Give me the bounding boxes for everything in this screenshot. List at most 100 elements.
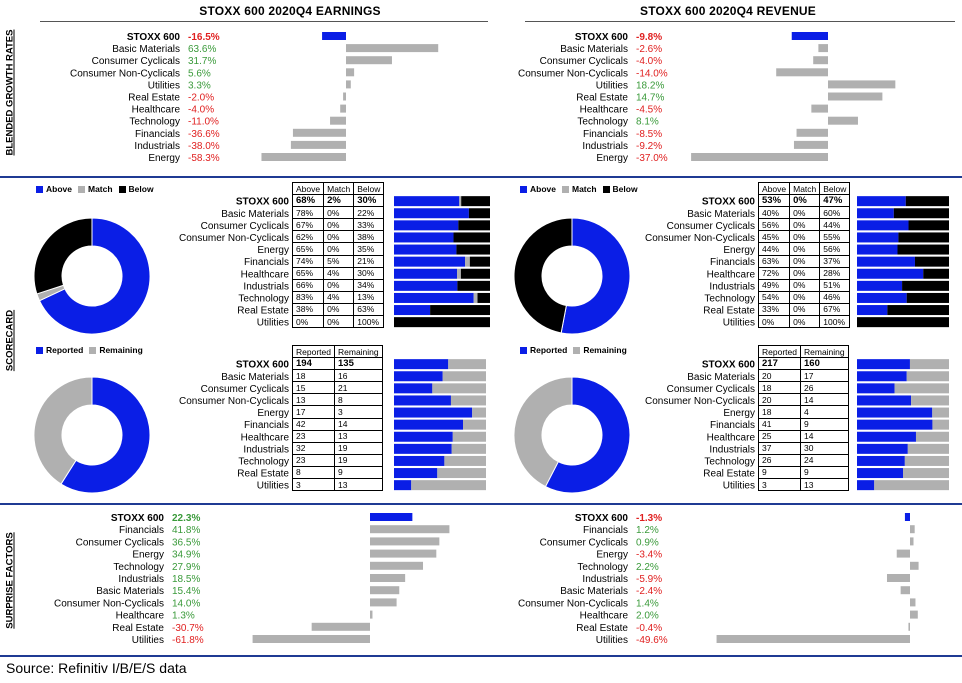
section-divider-1 <box>0 176 962 178</box>
revenue_reported-bar-segment <box>857 419 933 430</box>
earnings_growth-category-label: Energy <box>148 153 180 164</box>
earnings_growth-value-label: 5.6% <box>188 68 211 79</box>
revenue_scorecard-bar-segment <box>857 208 894 219</box>
revenue_growth-bar <box>828 116 858 125</box>
revenue-title-rule <box>525 21 955 22</box>
earnings_scorecard-bar-segment <box>465 256 470 267</box>
earnings_reported-bar-segment <box>432 383 486 394</box>
earnings_reported-bar-segment <box>394 468 438 479</box>
table-cell: 9 <box>800 465 849 480</box>
earnings_scorecard-row-label: Consumer Non-Cyclicals <box>179 233 289 244</box>
earnings_reported-bar-segment <box>394 431 453 442</box>
earnings_scorecard-row-label: Real Estate <box>237 306 289 317</box>
earnings_growth-bar <box>322 32 346 40</box>
table-cell: 100% <box>819 315 851 329</box>
revenue_surprise-value-label: 2.2% <box>636 562 659 573</box>
table-header: Above Match Below <box>291 181 385 196</box>
earnings_surprise-bar <box>370 549 437 558</box>
earnings_growth-value-label: 63.6% <box>188 44 216 55</box>
table-row: 45% 0% 55% <box>757 230 851 244</box>
revenue_reported-row-label: Consumer Non-Cyclicals <box>645 396 755 407</box>
earnings_growth-category-label: Real Estate <box>128 93 180 104</box>
earnings_growth-value-label: -11.0% <box>188 117 219 128</box>
revenue-title: STOXX 600 2020Q4 REVENUE <box>640 4 816 18</box>
revenue_reported-bar-segment <box>857 407 933 418</box>
revenue_growth-bar <box>791 32 828 40</box>
earnings_growth-category-label: Financials <box>135 129 180 140</box>
table-row: 62% 0% 38% <box>291 230 385 244</box>
revenue_surprise-bar <box>908 622 910 631</box>
revenue_scorecard-bar-segment <box>857 220 909 231</box>
table-row: 3 13 <box>292 478 383 492</box>
table-cell: 0% <box>789 315 821 329</box>
legend-swatch <box>520 347 527 355</box>
earnings_surprise-category-label: Energy <box>132 550 164 561</box>
legend-item-below: Below <box>118 184 154 194</box>
section-divider-2 <box>0 503 962 505</box>
revenue_reported-bar-segment <box>903 468 949 479</box>
revenue_scorecard-row-label: Healthcare <box>707 269 756 280</box>
earnings_growth-bar <box>290 140 346 149</box>
revenue_reported-bar-segment <box>857 431 916 442</box>
table-cell: 160 <box>800 357 849 371</box>
legend-item-reported: Reported <box>520 345 567 355</box>
earnings_surprise-value-label: 36.5% <box>172 537 200 548</box>
table-cell: 24 <box>800 453 849 467</box>
revenue_growth-bar <box>796 128 828 137</box>
revenue_surprise-bar <box>900 586 910 595</box>
table-cell: 13 <box>800 478 849 492</box>
earnings_growth-bar <box>340 104 346 113</box>
table-cell: 41 <box>758 417 801 431</box>
revenue_surprise-value-label: 2.0% <box>636 611 659 622</box>
table-row: 26 24 <box>758 453 849 467</box>
table-row: 72% 0% 28% <box>757 266 851 280</box>
earnings_reported-row-label: Consumer Non-Cyclicals <box>179 396 289 407</box>
earnings_reported-bar-segment <box>452 431 486 442</box>
earnings_surprise-value-label: 27.9% <box>172 562 200 573</box>
legend-item-remaining: Remaining <box>89 345 143 355</box>
earnings_reported-row-label: Real Estate <box>237 469 289 480</box>
earnings_surprise-bar <box>311 622 370 631</box>
earnings_reported-row-label: Financials <box>244 420 289 431</box>
table-row: 3 13 <box>758 478 849 492</box>
earnings-reported-donut-slice <box>33 376 93 485</box>
earnings_scorecard-bar-segment <box>468 208 490 219</box>
revenue-reported-donut-slice <box>544 376 631 494</box>
earnings_scorecard-row-label: Technology <box>238 293 289 304</box>
table-cell: 13% <box>353 290 385 304</box>
earnings_scorecard-bar-segment <box>458 220 490 231</box>
legend-swatch <box>573 347 581 355</box>
revenue_surprise-bar <box>910 610 918 619</box>
revenue_scorecard-bar-segment <box>902 280 949 291</box>
earnings_growth-value-label: -2.0% <box>188 93 214 104</box>
revenue_surprise-value-label: -1.3% <box>636 513 662 524</box>
earnings_surprise-bar <box>370 598 397 607</box>
earnings_reported-row-label: STOXX 600 <box>236 360 290 371</box>
revenue_scorecard-bar-segment <box>905 196 949 207</box>
earnings_growth-value-label: -36.6% <box>188 129 220 140</box>
table-row: 20 17 <box>758 369 849 383</box>
revenue_scorecard-row-label: Energy <box>723 245 755 256</box>
earnings_surprise-value-label: 14.0% <box>172 598 200 609</box>
revenue_surprise-category-label: Consumer Non-Cyclicals <box>518 598 628 609</box>
earnings_scorecard-bar-segment <box>394 317 490 328</box>
revenue_growth-bar <box>691 153 828 161</box>
revenue_surprise-value-label: 0.9% <box>636 537 659 548</box>
revenue_reported-bar-segment <box>904 455 949 466</box>
revenue_growth-value-label: -37.0% <box>636 153 668 164</box>
revenue_growth-value-label: 8.1% <box>636 117 659 128</box>
revenue_surprise-bar <box>910 537 914 546</box>
table-cell: 13 <box>334 478 383 492</box>
earnings_reported-row-label: Energy <box>257 408 289 419</box>
earnings_scorecard-bar-segment <box>394 232 454 243</box>
table-row: 53% 0% 47% <box>757 194 851 208</box>
earnings_surprise-category-label: Basic Materials <box>96 586 164 597</box>
earnings_surprise-value-label: 18.5% <box>172 574 200 585</box>
table-row: 0% 0% 100% <box>291 315 385 329</box>
